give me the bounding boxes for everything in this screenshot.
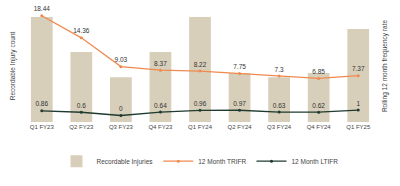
svg-text:Recordable Injuries: Recordable Injuries bbox=[97, 158, 154, 166]
svg-text:18.44: 18.44 bbox=[34, 5, 51, 12]
svg-text:0.62: 0.62 bbox=[312, 102, 325, 109]
svg-text:9.03: 9.03 bbox=[115, 56, 128, 63]
svg-text:7.75: 7.75 bbox=[233, 63, 246, 70]
svg-text:Q1 FY23: Q1 FY23 bbox=[30, 124, 55, 130]
svg-text:0.63: 0.63 bbox=[273, 102, 286, 109]
svg-text:0.97: 0.97 bbox=[233, 100, 246, 107]
svg-text:7.3: 7.3 bbox=[275, 66, 284, 73]
svg-text:0.6: 0.6 bbox=[77, 102, 86, 109]
svg-text:12 Month TRIFR: 12 Month TRIFR bbox=[198, 158, 246, 165]
svg-text:Recordable Injury count: Recordable Injury count bbox=[9, 31, 17, 100]
svg-text:8.22: 8.22 bbox=[194, 61, 207, 68]
svg-text:Q3 FY23: Q3 FY23 bbox=[109, 124, 134, 130]
svg-text:Q1 FY25: Q1 FY25 bbox=[346, 124, 371, 130]
svg-text:Q2 FY24: Q2 FY24 bbox=[228, 124, 253, 130]
svg-text:Q2 FY23: Q2 FY23 bbox=[69, 124, 94, 130]
svg-text:Q1 FY24: Q1 FY24 bbox=[188, 124, 213, 130]
svg-text:Q4 FY23: Q4 FY23 bbox=[148, 124, 173, 130]
svg-text:14.36: 14.36 bbox=[73, 27, 90, 34]
svg-text:0.86: 0.86 bbox=[35, 100, 48, 107]
svg-text:8.37: 8.37 bbox=[154, 60, 167, 67]
svg-text:0: 0 bbox=[119, 105, 123, 112]
svg-text:12 Month LTIFR: 12 Month LTIFR bbox=[291, 158, 338, 165]
svg-text:0.64: 0.64 bbox=[154, 102, 167, 109]
svg-text:Q4 FY24: Q4 FY24 bbox=[307, 124, 332, 130]
svg-text:6.85: 6.85 bbox=[312, 68, 325, 75]
svg-text:0.96: 0.96 bbox=[194, 100, 207, 107]
svg-text:1: 1 bbox=[356, 100, 360, 107]
svg-text:7.37: 7.37 bbox=[352, 65, 365, 72]
svg-text:Rolling 12 month frequency rat: Rolling 12 month frequency rate bbox=[381, 20, 389, 113]
svg-text:Q3 FY24: Q3 FY24 bbox=[267, 124, 292, 130]
